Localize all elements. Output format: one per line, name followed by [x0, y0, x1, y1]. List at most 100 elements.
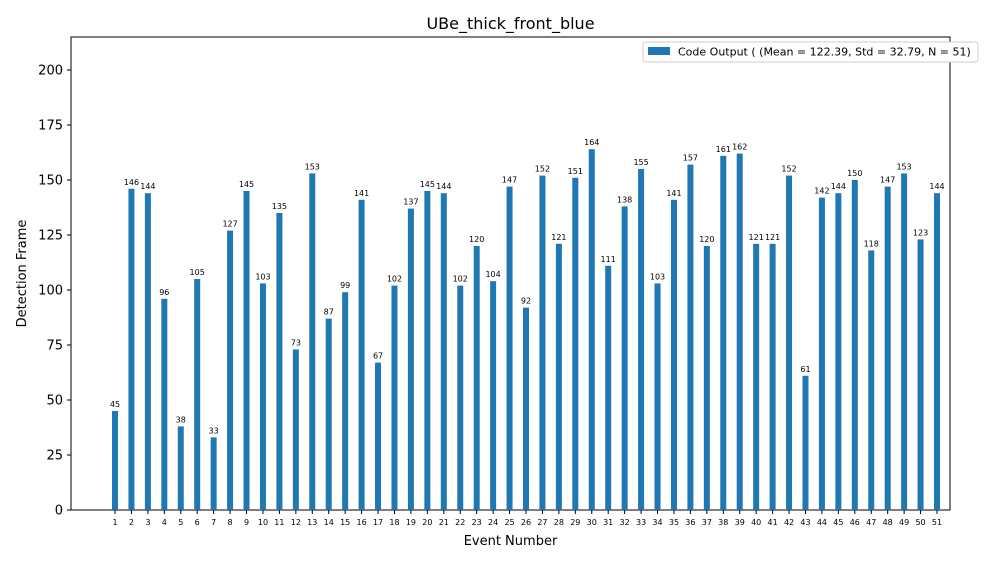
bar: [720, 155, 727, 511]
bar-value-label: 135: [272, 202, 287, 211]
bar-value-label: 145: [420, 180, 435, 189]
bar: [457, 285, 464, 510]
bar-value-label: 153: [896, 162, 911, 171]
x-tick-label: 6: [195, 518, 200, 527]
bar: [621, 206, 628, 510]
bar: [243, 191, 250, 510]
bar: [901, 173, 908, 510]
bar-value-label: 87: [324, 308, 334, 317]
x-tick-label: 38: [718, 518, 728, 527]
bar: [835, 193, 842, 510]
x-tick-label: 19: [406, 518, 416, 527]
bar: [144, 193, 151, 510]
bar: [523, 307, 529, 510]
bar: [539, 175, 546, 510]
bar: [934, 193, 940, 510]
bar-value-label: 127: [222, 220, 237, 229]
bar: [654, 283, 661, 510]
x-tick-label: 40: [751, 518, 761, 527]
x-tick-label: 46: [850, 518, 860, 527]
bar-value-label: 150: [847, 169, 862, 178]
x-tick-label: 45: [833, 518, 843, 527]
bar-value-label: 142: [814, 187, 829, 196]
x-tick-label: 24: [488, 518, 498, 527]
bar: [375, 362, 382, 510]
x-tick-label: 36: [685, 518, 695, 527]
bar: [670, 199, 677, 511]
bar-value-label: 102: [387, 275, 402, 284]
bar-value-label: 137: [403, 198, 418, 207]
bar: [687, 164, 694, 510]
x-tick-label: 13: [307, 518, 317, 527]
y-tick-label: 100: [38, 284, 63, 299]
legend-box: [642, 41, 979, 63]
y-tick-label: 75: [46, 339, 63, 354]
x-tick-label: 22: [455, 518, 465, 527]
bar-value-label: 103: [255, 272, 270, 281]
bar: [638, 169, 645, 510]
bar-value-label: 103: [650, 272, 665, 281]
x-tick-label: 30: [587, 518, 597, 527]
bar-value-label: 145: [239, 180, 254, 189]
bar: [358, 199, 365, 511]
bar: [703, 246, 710, 510]
legend: Code Output ( (Mean = 122.39, Std = 32.7…: [642, 41, 979, 63]
bar-value-label: 153: [305, 162, 320, 171]
bar-value-label: 105: [190, 268, 205, 277]
bar: [490, 281, 497, 510]
bar-value-label: 146: [124, 178, 139, 187]
bar-value-label: 104: [485, 270, 500, 279]
bar: [342, 292, 349, 510]
x-tick-label: 9: [244, 518, 249, 527]
bar: [868, 250, 875, 510]
y-tick-label: 150: [38, 174, 63, 189]
bar: [276, 213, 283, 510]
bar-value-label: 164: [584, 138, 599, 147]
y-tick-label: 200: [38, 64, 63, 79]
bar: [309, 173, 316, 510]
x-tick-label: 11: [274, 518, 284, 527]
x-tick-label: 34: [652, 518, 662, 527]
bar: [506, 186, 513, 510]
x-tick-label: 27: [537, 518, 547, 527]
bar: [177, 426, 184, 510]
bar-value-label: 120: [469, 235, 484, 244]
bar: [227, 230, 234, 510]
bar: [588, 149, 595, 510]
x-tick-label: 33: [636, 518, 646, 527]
x-tick-label: 32: [620, 518, 630, 527]
x-tick-label: 2: [129, 518, 134, 527]
bar: [194, 279, 201, 510]
x-tick-label: 28: [554, 518, 564, 527]
bar-value-label: 151: [568, 167, 583, 176]
bar: [884, 186, 891, 510]
bar: [851, 180, 858, 510]
bar-value-label: 152: [781, 165, 796, 174]
x-tick-label: 16: [357, 518, 367, 527]
x-tick-label: 1: [112, 518, 117, 527]
y-tick-label: 125: [38, 229, 63, 244]
bar-value-label: 118: [864, 239, 879, 248]
bar-value-label: 147: [502, 176, 517, 185]
x-tick-label: 25: [504, 518, 514, 527]
x-tick-label: 21: [439, 518, 449, 527]
bar-value-label: 96: [159, 288, 169, 297]
x-tick-label: 48: [883, 518, 893, 527]
bar-value-label: 152: [535, 165, 550, 174]
x-tick-label: 17: [373, 518, 383, 527]
x-tick-label: 7: [211, 518, 216, 527]
bar: [391, 285, 398, 510]
bar-value-label: 111: [601, 255, 616, 264]
x-tick-label: 50: [915, 518, 925, 527]
bar: [161, 298, 168, 510]
x-tick-label: 26: [521, 518, 531, 527]
x-tick-label: 5: [178, 518, 183, 527]
x-tick-label: 29: [570, 518, 580, 527]
y-axis-label: Detection Frame: [15, 220, 30, 328]
x-tick-label: 31: [603, 518, 613, 527]
x-tick-label: 44: [817, 518, 827, 527]
bar: [605, 265, 612, 510]
x-tick-label: 41: [768, 518, 778, 527]
